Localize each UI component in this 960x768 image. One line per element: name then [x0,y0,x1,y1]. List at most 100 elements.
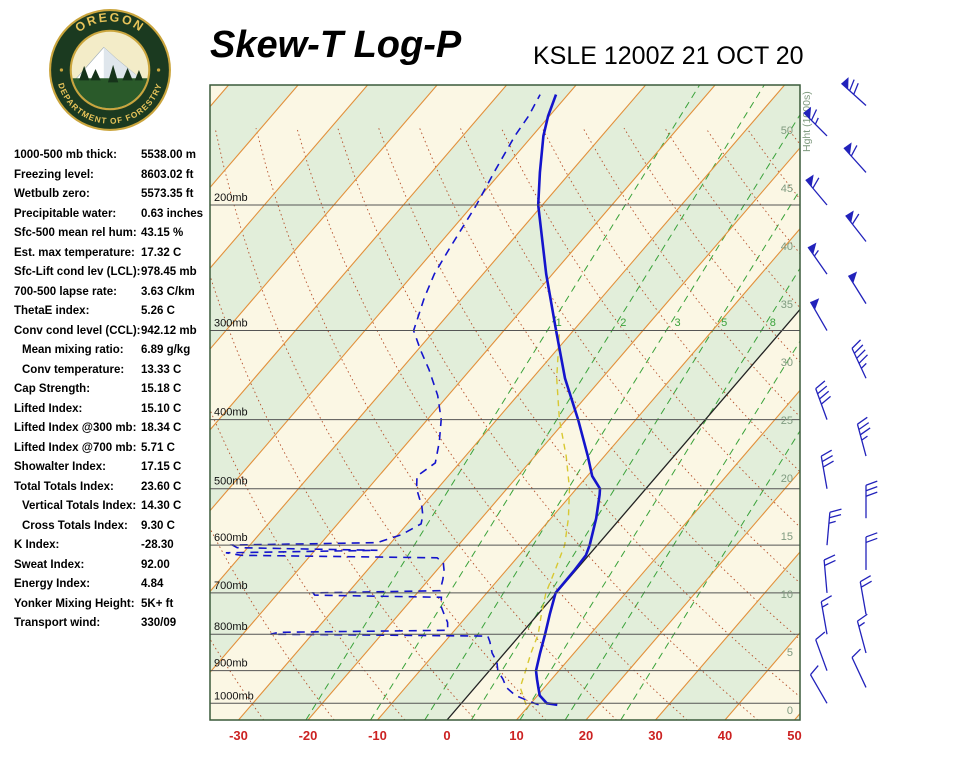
stat-value: 6.89 g/kg [141,344,191,356]
stat-value: 17.32 C [141,246,182,259]
odf-logo-svg: OREGON DEPARTMENT OF FORESTRY [49,9,171,131]
height-tick-label: 35 [781,299,793,311]
pressure-label: 600mb [214,532,248,544]
stat-row: Conv temperature: 13.33 C [14,364,219,384]
mixing-ratio-label: 8 [770,317,776,329]
stat-value: 5538.00 m [141,149,196,161]
temp-tick-label: -20 [299,728,318,743]
stat-row: Freezing level: 8603.02 ft [14,169,219,189]
stat-value: 15.18 C [141,383,182,395]
mixing-ratio-label: 1 [556,317,562,329]
temp-tick-label: 20 [579,728,593,743]
wind-barb [807,242,828,275]
wind-barb [851,648,867,688]
temp-tick-label: 40 [718,728,732,743]
stat-row: ThetaE index: 5.26 C [14,305,219,325]
wind-barb [841,77,867,106]
wind-barb [820,449,834,489]
wind-barb [820,595,832,635]
height-tick-label: 15 [781,531,793,543]
stat-row: K Index: -28.30 [14,539,219,559]
stat-row: 700-500 lapse rate: 3.63 C/km [14,286,219,306]
stat-label: Freezing level: [14,168,94,181]
stat-row: Vertical Totals Index: 14.30 C [14,500,219,520]
pressure-label: 500mb [214,476,248,488]
height-tick-label: 20 [781,473,793,485]
stat-label: K Index: [14,539,60,551]
pressure-label: 200mb [214,192,248,204]
page-title: Skew-T Log-P [210,24,462,66]
logo-dot-right [156,68,161,72]
temp-tick-label: -10 [368,728,387,743]
stat-value: 14.30 C [141,500,182,512]
stat-row: Transport wind: 330/09 [14,617,219,637]
stat-value: 0.63 inches [141,207,204,220]
stat-row: Lifted Index: 15.10 C [14,403,219,423]
stat-label: Vertical Totals Index: [22,500,137,512]
stat-label: Transport wind: [14,617,101,629]
stat-row: Sweat Index: 92.00 [14,559,219,579]
stat-value: 3.63 C/km [141,285,195,298]
stat-row: Yonker Mixing Height: 5K+ ft [14,598,219,618]
wind-barb [859,575,872,615]
temp-tick-label: 50 [787,728,801,743]
wind-barb [809,298,828,331]
stat-value: 43.15 % [141,227,184,239]
stats-panel: 1000-500 mb thick: 5538.00 m Freezing leve… [14,149,219,637]
stat-row: Cap Strength: 15.18 C [14,383,219,403]
stat-value: 5.71 C [141,441,175,454]
pressure-label: 700mb [214,580,248,592]
stat-label: Yonker Mixing Height: [14,597,135,610]
wind-barb [865,480,878,519]
stat-value: 5.26 C [141,305,175,317]
wind-barb [803,106,828,137]
height-tick-label: 50 [781,125,793,137]
stat-row: Mean mixing ratio: 6.89 g/kg [14,344,219,364]
stat-label: Sweat Index: [14,558,85,571]
stat-row: Conv cond level (CCL): 942.12 mb [14,325,219,345]
stat-label: Cross Totals Index: [22,519,128,532]
stat-label: Conv temperature: [22,363,125,376]
wind-barb [856,416,871,457]
pressure-label: 300mb [214,318,248,330]
stat-label: Est. max temperature: [14,246,135,259]
stat-value: 92.00 [141,558,170,571]
dewpoint-trace [225,94,541,706]
stat-label: Cap Strength: [14,383,91,395]
mixing-ratio-label: 2 [620,317,626,329]
stat-row: Wetbulb zero: 5573.35 ft [14,188,219,208]
stat-value: 5573.35 ft [141,188,194,200]
stat-row: Sfc-Lift cond lev (LCL): 978.45 mb [14,266,219,286]
odf-logo: OREGON DEPARTMENT OF FORESTRY [48,8,172,132]
height-tick-label: 45 [781,183,793,195]
stat-label: Lifted Index: [14,402,83,415]
chart-overlay: 200mb 300mb 400mb 500mb 600mb 700mb 800mb 900mb… [209,84,813,743]
stat-label: 1000-500 mb thick: [14,149,117,161]
stat-row: Lifted Index @300 mb: 18.34 C [14,422,219,442]
wind-barb [865,532,878,570]
logo-trees [79,64,144,83]
stat-label: Mean mixing ratio: [22,344,124,356]
pressure-label: 1000mb [214,690,254,702]
mixing-ratio-label: 3 [675,317,681,329]
logo-dot-left [59,68,64,72]
mixing-ratio-lines [305,85,800,720]
height-axis-label: Hght (1000s) [801,91,813,152]
stat-label: Total Totals Index: [14,480,114,493]
wind-barb [805,174,828,206]
pressure-label: 900mb [214,658,248,670]
zero-isotherm [446,308,800,720]
plot-area [210,85,800,720]
stat-label: Energy Index: [14,578,91,590]
height-tick-label: 0 [787,705,793,717]
stat-label: Wetbulb zero: [14,188,90,200]
height-tick-label: 40 [781,241,793,253]
stat-label: Sfc-500 mean rel hum: [14,227,137,239]
stat-value: 5K+ ft [141,597,174,610]
stat-label: Conv cond level (CCL): [14,324,141,337]
stat-value: 18.34 C [141,422,182,434]
stat-row: Showalter Index: 17.15 C [14,461,219,481]
stat-label: 700-500 lapse rate: [14,285,117,298]
